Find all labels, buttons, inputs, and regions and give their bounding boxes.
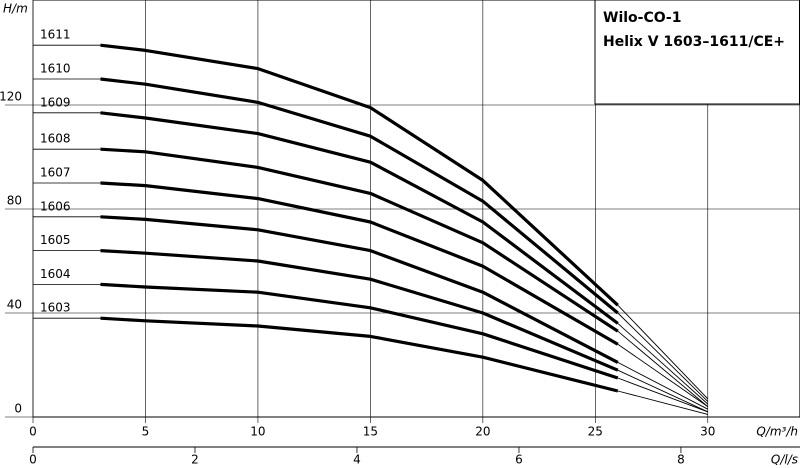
curve-extension [617,312,709,402]
curve-extension [617,343,709,407]
y-tick-label: 0 [14,402,22,416]
y-axis-label: H/m [3,2,28,16]
x2-tick-label: 6 [515,453,523,467]
series-label: 1605 [40,233,71,247]
series-label: 1603 [40,301,71,315]
x-tick-label: 0 [29,425,37,439]
x-tick-label: 20 [475,425,490,439]
chart-title: Wilo-CO-1 [603,10,681,26]
curve [100,282,619,380]
series-label: 1609 [40,95,71,109]
series-label: 1611 [40,28,71,42]
series-label: 1608 [40,132,71,146]
y-tick-label: 80 [7,194,22,208]
series-label: 1607 [40,166,71,180]
x2-tick-label: 4 [353,453,361,467]
curve [100,43,619,307]
curve-extension [617,304,709,400]
curve-extension [617,323,709,405]
x-tick-label: 30 [700,425,715,439]
curve [100,316,619,393]
series-label: 1604 [40,267,71,281]
chart-subtitle: Helix V 1603–1611/CE+ [603,34,785,50]
series-label: 1606 [40,199,71,213]
curve [100,249,619,372]
curve [100,147,619,333]
series-label: 1610 [40,62,71,76]
curve-extension [617,390,708,415]
x-axis-label: Q/m³/h [756,425,798,439]
x-tick-label: 10 [250,425,265,439]
y-tick-label: 120 [0,90,22,104]
x-tick-label: 5 [142,425,150,439]
x2-tick-label: 8 [677,453,685,467]
x2-axis-label: Q/l/s [771,453,798,467]
curve [100,77,619,315]
curve [100,215,619,364]
curve [100,181,619,346]
curve-extension [617,369,708,413]
x-tick-label: 15 [363,425,378,439]
curve-extension [617,362,708,410]
curve-extension [617,377,708,413]
x2-tick-label: 0 [29,453,37,467]
curve-extension [617,330,709,407]
x2-tick-label: 2 [191,453,199,467]
curve [100,111,619,325]
title-box [594,0,800,105]
x-tick-label: 25 [588,425,603,439]
y-tick-label: 40 [7,298,22,312]
